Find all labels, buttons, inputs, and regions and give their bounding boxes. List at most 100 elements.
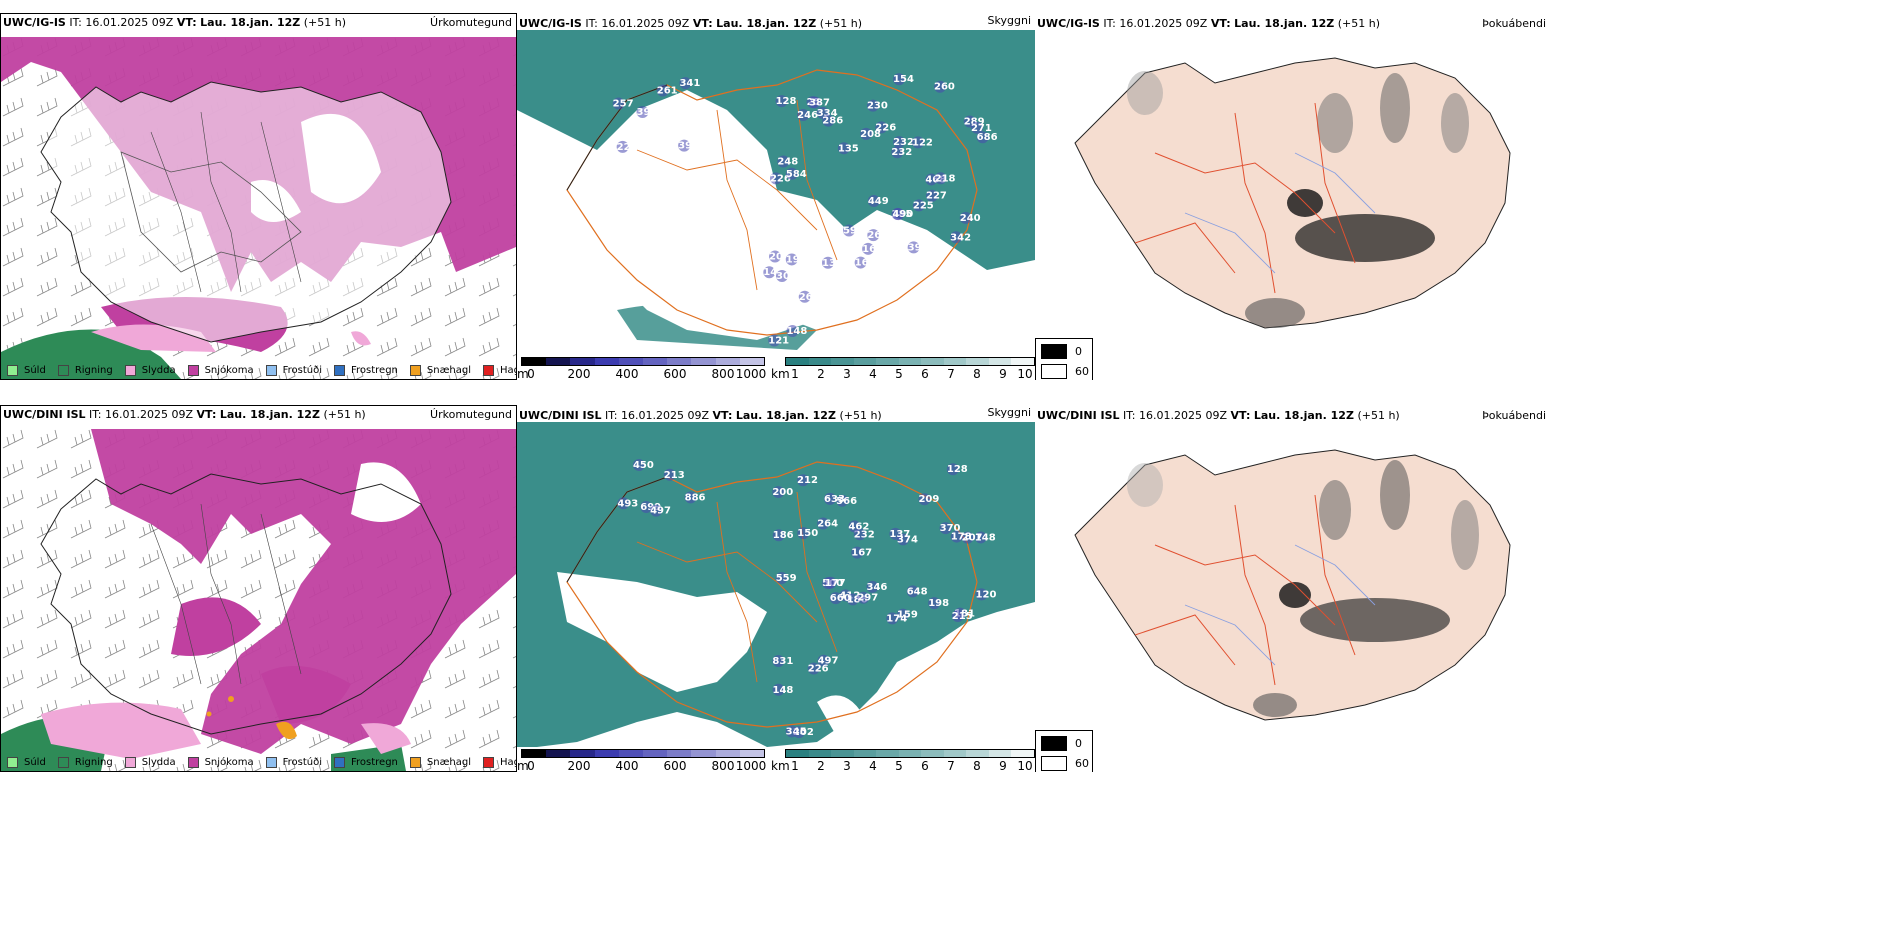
elevation-marker	[946, 463, 959, 476]
fog-panel-1: UWC/IG-IS IT: 16.01.2025 09Z VT: Lau. 18…	[1035, 13, 1550, 380]
elevation-label: 218	[935, 173, 956, 184]
elevation-marker	[822, 256, 835, 269]
elevation-marker	[785, 167, 798, 180]
fog-map	[1074, 449, 1511, 721]
elevation-label: 397	[637, 107, 658, 118]
elevation-marker	[769, 250, 782, 263]
elevation-marker	[928, 597, 941, 610]
elevation-marker	[612, 97, 625, 110]
elevation-marker	[822, 114, 835, 127]
panel-header: UWC/IG-IS IT: 16.01.2025 09Z VT: Lau. 18…	[519, 17, 863, 30]
elevation-label: 122	[912, 137, 933, 148]
elevation-marker	[896, 608, 909, 621]
legend-item-rigning: Rigning	[57, 364, 113, 376]
elevation-marker	[854, 256, 867, 269]
elevation-label: 263	[867, 230, 888, 241]
elevation-marker	[663, 468, 676, 481]
elevation-label: 566	[836, 496, 857, 507]
panel-title: Úrkomutegund	[430, 16, 512, 29]
elevation-marker	[867, 229, 880, 242]
elevation-marker	[939, 522, 952, 535]
elevation-label: 195	[786, 254, 807, 265]
elevation-label: 699	[640, 502, 661, 513]
elevation-marker	[912, 199, 925, 212]
elevation-label: 263	[799, 292, 820, 303]
elevation-label: 633	[824, 494, 845, 505]
elevation-marker	[772, 683, 785, 696]
legend-item-snaehagl: Snæhagl	[409, 364, 471, 376]
elevation-marker	[797, 109, 810, 122]
elevation-marker	[934, 172, 947, 185]
elevation-marker	[918, 493, 931, 506]
elevation-marker	[679, 77, 692, 90]
elevation-marker	[836, 494, 849, 507]
elevation-label: 148	[975, 532, 996, 543]
elevation-marker	[970, 121, 983, 134]
elevation-label: 159	[897, 610, 918, 621]
elevation-marker	[866, 580, 879, 593]
elevation-marker	[862, 242, 875, 255]
fog-panel-2: UWC/DINI ISL IT: 16.01.2025 09Z VT: Lau.…	[1035, 405, 1550, 772]
elevation-marker	[959, 211, 972, 224]
elevation-marker	[848, 520, 861, 533]
elevation-marker	[632, 459, 645, 472]
elevation-label: 341	[679, 78, 700, 89]
visibility-panel-1: UWC/IG-IS IT: 16.01.2025 09Z VT: Lau. 18…	[517, 13, 1035, 378]
elevation-label: 493	[617, 498, 638, 509]
elevation-marker	[886, 612, 899, 625]
panel-title: Skyggni	[987, 406, 1031, 419]
panel-header: UWC/DINI ISL IT: 16.01.2025 09Z VT: Lau.…	[519, 409, 882, 422]
elevation-marker	[961, 531, 974, 544]
elevation-label: 240	[960, 213, 981, 224]
elevation-marker	[837, 142, 850, 155]
elevation-label: 387	[809, 97, 830, 108]
elevation-marker	[889, 527, 902, 540]
elevation-marker	[950, 231, 963, 244]
elevation-label: 648	[907, 586, 928, 597]
elevation-label: 334	[817, 108, 838, 119]
panel-title: Þokuábendi	[1482, 17, 1546, 30]
elevation-marker	[678, 139, 691, 152]
elevation-marker	[875, 121, 888, 134]
elevation-label: 490	[892, 209, 913, 220]
elevation-label: 198	[928, 598, 949, 609]
elevation-marker	[656, 84, 669, 97]
elevation-marker	[769, 172, 782, 185]
elevation-label: 260	[934, 82, 955, 93]
legend-item-slydda: Slydda	[124, 364, 176, 376]
elevation-label: 215	[952, 611, 973, 622]
elevation-label: 147	[763, 267, 784, 278]
elevation-marker	[974, 531, 987, 544]
elevation-label: 345	[786, 726, 807, 737]
elevation-label: 346	[867, 582, 888, 593]
elevation-label: 202	[793, 727, 814, 738]
elevation-label: 831	[772, 656, 793, 667]
legend-item-snaehagl: Snæhagl	[409, 756, 471, 768]
elevation-label: 121	[768, 336, 789, 347]
elevation-label: 297	[857, 593, 878, 604]
elevation-label: 150	[797, 528, 818, 539]
elevation-label: 174	[886, 613, 907, 624]
elevation-marker	[912, 136, 925, 149]
elevation-label: 186	[773, 530, 794, 541]
elevation-label: 207	[962, 533, 983, 544]
elevation-label: 462	[848, 521, 869, 532]
panel-header: UWC/DINI ISL IT: 16.01.2025 09Z VT: Lau.…	[1037, 409, 1400, 422]
elevation-label: 186	[847, 594, 868, 605]
elevation-marker	[785, 725, 798, 738]
elevation-label: 230	[867, 101, 888, 112]
panel-title: Þokuábendi	[1482, 409, 1546, 422]
elevation-label: 559	[776, 573, 797, 584]
elevation-label: 264	[817, 519, 838, 530]
elevation-label: 213	[664, 470, 685, 481]
legend-item-suld: Súld	[7, 364, 46, 376]
elevation-labels: 4502138866994974932005661866332645592121…	[617, 459, 996, 739]
legend-item-haglel: Haglél	[483, 364, 516, 376]
elevation-marker	[772, 654, 785, 667]
elevation-marker	[926, 189, 939, 202]
elevation-label: 227	[617, 142, 638, 153]
elevation-label: 226	[875, 122, 896, 133]
elevation-marker	[951, 610, 964, 623]
elevation-marker	[907, 241, 920, 254]
elevation-marker	[867, 194, 880, 207]
